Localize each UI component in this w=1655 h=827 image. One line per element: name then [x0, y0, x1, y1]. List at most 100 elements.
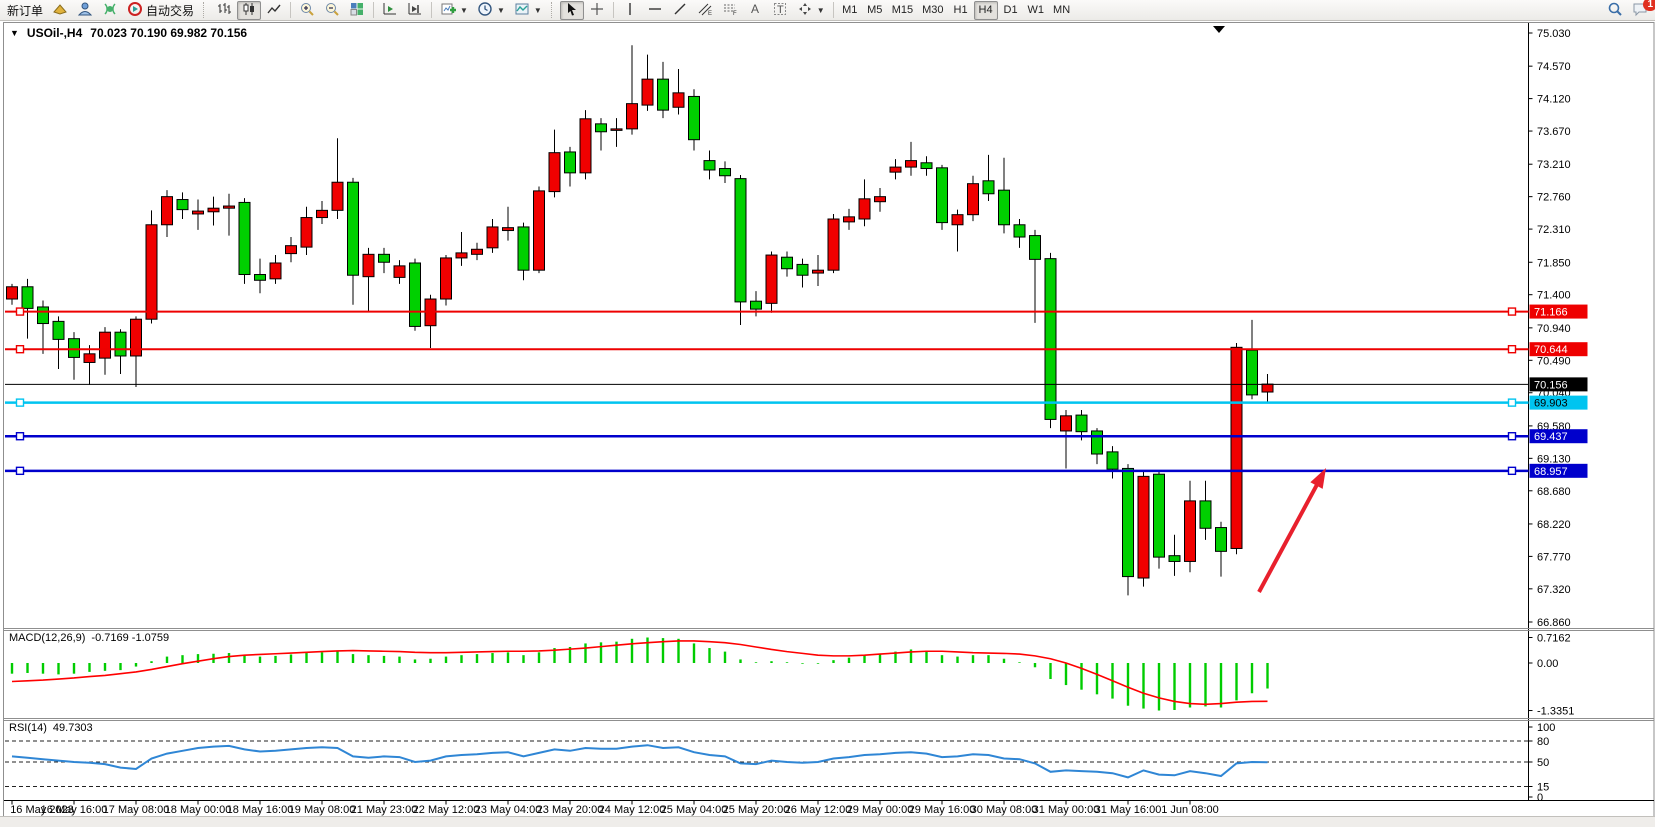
timeframe-button-M15[interactable]: M15 — [888, 1, 917, 20]
price-axis-label: 74.120 — [1537, 94, 1571, 106]
timeframe-button-M30[interactable]: M30 — [918, 1, 947, 20]
line-anchor-handle[interactable] — [15, 466, 25, 476]
line-anchor-handle[interactable] — [15, 432, 25, 441]
time-axis-label: 31 May 00:00 — [1033, 804, 1100, 816]
price-axis-label: 72.310 — [1537, 224, 1571, 236]
chart-forward-button[interactable] — [378, 1, 402, 20]
bull-candle-body — [1060, 415, 1072, 432]
candlestick-chart-button[interactable] — [237, 0, 262, 20]
periods-button[interactable]: ▼ — [473, 1, 509, 20]
bear-candle-body — [347, 181, 359, 276]
price-badge — [1529, 395, 1588, 410]
search-icon — [1607, 1, 1623, 20]
search-button[interactable] — [1603, 1, 1627, 20]
zoom-out-button[interactable] — [320, 1, 344, 20]
bull-candle-body — [285, 245, 297, 255]
candle — [362, 247, 375, 312]
timeframe-button-M5[interactable]: M5 — [863, 1, 887, 20]
cursor-button[interactable] — [559, 0, 584, 20]
crosshair-button[interactable] — [585, 1, 609, 20]
horizontal-line-button[interactable] — [643, 1, 667, 20]
trendline-button[interactable] — [668, 1, 692, 20]
text-button[interactable]: A — [743, 1, 767, 20]
trendline-icon — [672, 1, 688, 20]
signals-button[interactable] — [98, 1, 122, 20]
signal-icon — [102, 1, 118, 20]
bull-candle-body — [626, 103, 638, 130]
line-anchor-handle[interactable] — [1507, 432, 1517, 441]
fibonacci-icon: F — [722, 1, 738, 20]
line-anchor-handle[interactable] — [15, 307, 25, 316]
timeframe-button-MN[interactable]: MN — [1049, 1, 1074, 20]
trend-arrow-head[interactable] — [1310, 468, 1326, 489]
bear-candle-body — [176, 199, 189, 211]
equidistant-channel-button[interactable]: E — [693, 1, 717, 20]
candle — [595, 118, 607, 151]
text-label-button[interactable]: T — [768, 1, 792, 20]
timeframe-button-H1[interactable]: H1 — [949, 1, 973, 20]
new-chart-button[interactable]: ▼ — [436, 1, 472, 20]
timeframe-button-D1[interactable]: D1 — [999, 1, 1023, 20]
line-chart-button[interactable] — [262, 1, 286, 20]
accounts-button[interactable] — [48, 1, 72, 20]
time-axis-label: 18 May 00:00 — [165, 804, 232, 816]
bull-candle-body — [502, 227, 514, 232]
chart-end-button[interactable] — [403, 1, 427, 20]
price-badge-label: 69.903 — [1534, 398, 1568, 410]
bear-candle-body — [1106, 451, 1119, 470]
candle — [796, 258, 809, 288]
vertical-line-button[interactable] — [618, 1, 642, 20]
price-axis-label: 68.220 — [1537, 519, 1571, 531]
time-axis-label: 16 May 16:00 — [41, 804, 108, 816]
trend-arrow-shaft[interactable] — [1257, 481, 1321, 593]
timeframe-button-H4[interactable]: H4 — [973, 0, 998, 20]
line-anchor-handle[interactable] — [15, 345, 25, 354]
toolbar: 新订单 自动交易 ▼ ▼ ▼ E F A T ▼ M — [0, 0, 1655, 21]
chevron-down-icon: ▼ — [496, 5, 505, 15]
line-anchor-handle[interactable] — [15, 398, 25, 407]
bear-candle-body — [1044, 258, 1057, 420]
fibonacci-button[interactable]: F — [718, 1, 742, 20]
arrows-button[interactable]: ▼ — [793, 1, 829, 20]
bar-chart-button[interactable] — [212, 1, 236, 20]
status-bar — [0, 816, 1655, 827]
bull-candle-body — [331, 181, 344, 211]
candle — [378, 247, 390, 274]
macd-axis-label: 0.00 — [1537, 658, 1558, 670]
candle — [688, 89, 700, 151]
zoom-in-button[interactable] — [295, 1, 319, 20]
candle — [936, 164, 948, 230]
templates-button[interactable]: ▼ — [510, 1, 546, 20]
bull-candle-body — [207, 207, 220, 213]
candle — [517, 222, 530, 281]
rsi-axis-label: 0 — [1537, 792, 1543, 804]
candle — [564, 146, 576, 187]
bull-candle-body — [610, 128, 623, 131]
notifications-button[interactable]: 1 — [1628, 0, 1655, 20]
timeframe-button-M1[interactable]: M1 — [838, 1, 862, 20]
macd-axis-label: 0.7162 — [1537, 633, 1571, 645]
line-anchor-handle[interactable] — [1507, 466, 1517, 476]
toolbar-grip — [550, 2, 555, 18]
profile-button[interactable] — [73, 1, 97, 20]
chart-shift-marker[interactable] — [1213, 26, 1225, 33]
bear-candle-body — [1199, 500, 1212, 529]
line-anchor-handle[interactable] — [1507, 345, 1517, 354]
time-axis-label: 1 Jun 08:00 — [1161, 804, 1219, 816]
tile-windows-button[interactable] — [345, 1, 369, 20]
text-icon: A — [747, 1, 763, 20]
new-order-button[interactable]: 新订单 — [3, 1, 47, 20]
time-axis-label: 29 May 16:00 — [909, 804, 976, 816]
bull-candle-body — [393, 265, 406, 278]
time-axis-label: 30 May 08:00 — [971, 804, 1038, 816]
auto-trading-button[interactable]: 自动交易 — [123, 1, 198, 20]
templates-icon — [514, 1, 530, 20]
line-anchor-handle[interactable] — [1507, 398, 1517, 407]
line-anchor-handle[interactable] — [1507, 307, 1517, 316]
channel-icon: E — [697, 1, 713, 20]
candle — [626, 45, 638, 135]
timeframe-button-W1[interactable]: W1 — [1024, 1, 1049, 20]
horizontal-line-icon — [647, 1, 663, 20]
bear-candle-body — [1246, 349, 1258, 396]
